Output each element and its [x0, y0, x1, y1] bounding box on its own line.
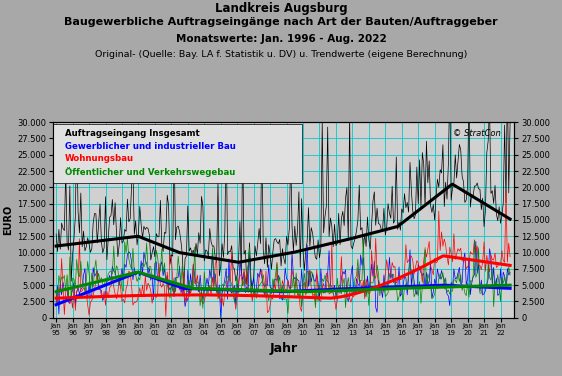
- Text: Original- (Quelle: Bay. LA f. Statistik u. DV) u. Trendwerte (eigene Berechnung): Original- (Quelle: Bay. LA f. Statistik …: [95, 50, 467, 59]
- Text: © StratCon: © StratCon: [452, 129, 500, 138]
- Text: Landkreis Augsburg: Landkreis Augsburg: [215, 2, 347, 15]
- Y-axis label: EURO: EURO: [3, 205, 13, 235]
- Text: Wohnungsbau: Wohnungsbau: [65, 155, 134, 164]
- Text: Monatswerte: Jan. 1996 - Aug. 2022: Monatswerte: Jan. 1996 - Aug. 2022: [175, 34, 387, 44]
- Text: Gewerblicher und industrieller Bau: Gewerblicher und industrieller Bau: [65, 142, 236, 151]
- Text: Baugewerbliche Auftragseingänge nach Art der Bauten/Auftraggeber: Baugewerbliche Auftragseingänge nach Art…: [64, 17, 498, 27]
- Text: Auftragseingang Insgesamt: Auftragseingang Insgesamt: [65, 129, 200, 138]
- X-axis label: Jahr: Jahr: [270, 342, 298, 355]
- Text: Öffentlicher und Verkehrswegebau: Öffentlicher und Verkehrswegebau: [65, 167, 235, 177]
- FancyBboxPatch shape: [53, 124, 302, 183]
